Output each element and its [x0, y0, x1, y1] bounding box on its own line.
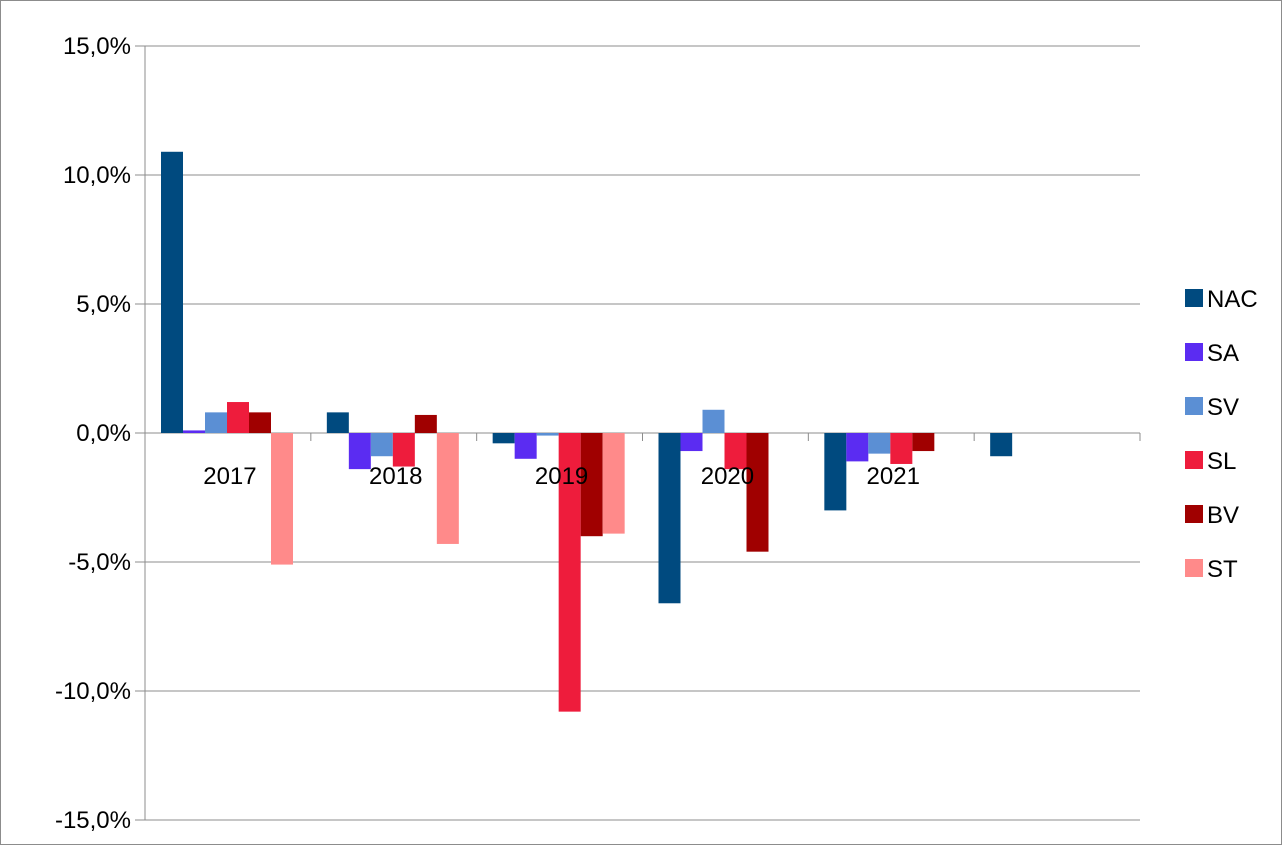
legend-swatch-sa: [1185, 343, 1203, 361]
axis-labels: 15,0% 10,0% 5,0% 0,0% -5,0% -10,0% -15,0% 2017 2…: [55, 33, 920, 834]
gridlines: [145, 45, 1140, 821]
bar-sa-2019: [514, 433, 537, 459]
bar-nac-2018: [326, 412, 349, 433]
y-tick-label: -5,0%: [68, 549, 131, 576]
bar-nac-2020: [658, 433, 681, 604]
x-tick-label: 2018: [369, 463, 422, 490]
y-tick-label: 10,0%: [63, 162, 131, 189]
bar-sl-2021: [890, 433, 913, 464]
bar-sv-2018: [370, 433, 393, 457]
x-tick-label: 2019: [535, 463, 588, 490]
x-tick-label: 2021: [867, 463, 920, 490]
legend-swatch-nac: [1185, 289, 1203, 307]
y-tick-label: 0,0%: [76, 420, 131, 447]
legend-label-sl: SL: [1207, 448, 1236, 475]
x-tick-label: 2017: [203, 463, 256, 490]
bar-sa-2020: [680, 433, 703, 452]
bar-sv-2019: [536, 433, 559, 436]
bar-bv-2020: [746, 433, 769, 552]
bar-sl-2018: [392, 433, 415, 467]
legend-swatch-bv: [1185, 505, 1203, 523]
axes: [135, 45, 1141, 821]
legend-swatch-sv: [1185, 397, 1203, 415]
y-tick-label: -10,0%: [55, 678, 131, 705]
x-tick-label: 2020: [701, 463, 754, 490]
bar-st-2019: [602, 433, 625, 534]
bar-sl-2020: [724, 433, 747, 470]
bar-sl-2017: [227, 402, 249, 433]
legend-label-sv: SV: [1207, 394, 1239, 421]
legend-swatch-st: [1185, 559, 1203, 577]
bar-sv-2020: [702, 409, 725, 433]
bar-nac-extra: [990, 433, 1013, 457]
bar-sa-2021: [846, 433, 869, 462]
legend-label-sa: SA: [1207, 340, 1239, 367]
bar-nac-2017: [161, 151, 183, 433]
bar-bv-2018: [414, 414, 437, 433]
legend-label-nac: NAC: [1207, 286, 1258, 313]
y-tick-label: 5,0%: [76, 291, 131, 318]
legend-label-st: ST: [1207, 556, 1238, 583]
bars: [161, 151, 1013, 712]
bar-bv-2019: [580, 433, 603, 537]
bar-sv-2017: [205, 412, 227, 433]
bar-bv-2021: [912, 433, 935, 452]
bar-st-2017: [271, 433, 293, 565]
bar-st-2018: [436, 433, 459, 544]
y-tick-label: -15,0%: [55, 807, 131, 834]
legend-label-bv: BV: [1207, 502, 1239, 529]
y-tick-label: 15,0%: [63, 33, 131, 60]
bar-sl-2019: [558, 433, 581, 712]
bar-nac-2019: [492, 433, 515, 444]
legend: NAC SA SV SL BV ST: [1185, 286, 1258, 583]
bar-bv-2017: [249, 412, 271, 433]
bar-sv-2021: [868, 433, 891, 454]
bar-nac-2021: [824, 433, 847, 511]
bar-sa-2018: [348, 433, 371, 470]
legend-swatch-sl: [1185, 451, 1203, 469]
bar-sa-2017: [183, 430, 205, 433]
